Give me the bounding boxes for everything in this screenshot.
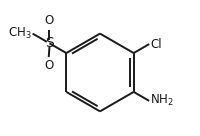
Text: CH$_3$: CH$_3$ <box>8 26 31 41</box>
Text: O: O <box>45 14 54 27</box>
Text: NH$_2$: NH$_2$ <box>150 93 174 108</box>
Text: O: O <box>44 59 53 72</box>
Text: S: S <box>45 36 54 50</box>
Text: Cl: Cl <box>150 38 162 51</box>
